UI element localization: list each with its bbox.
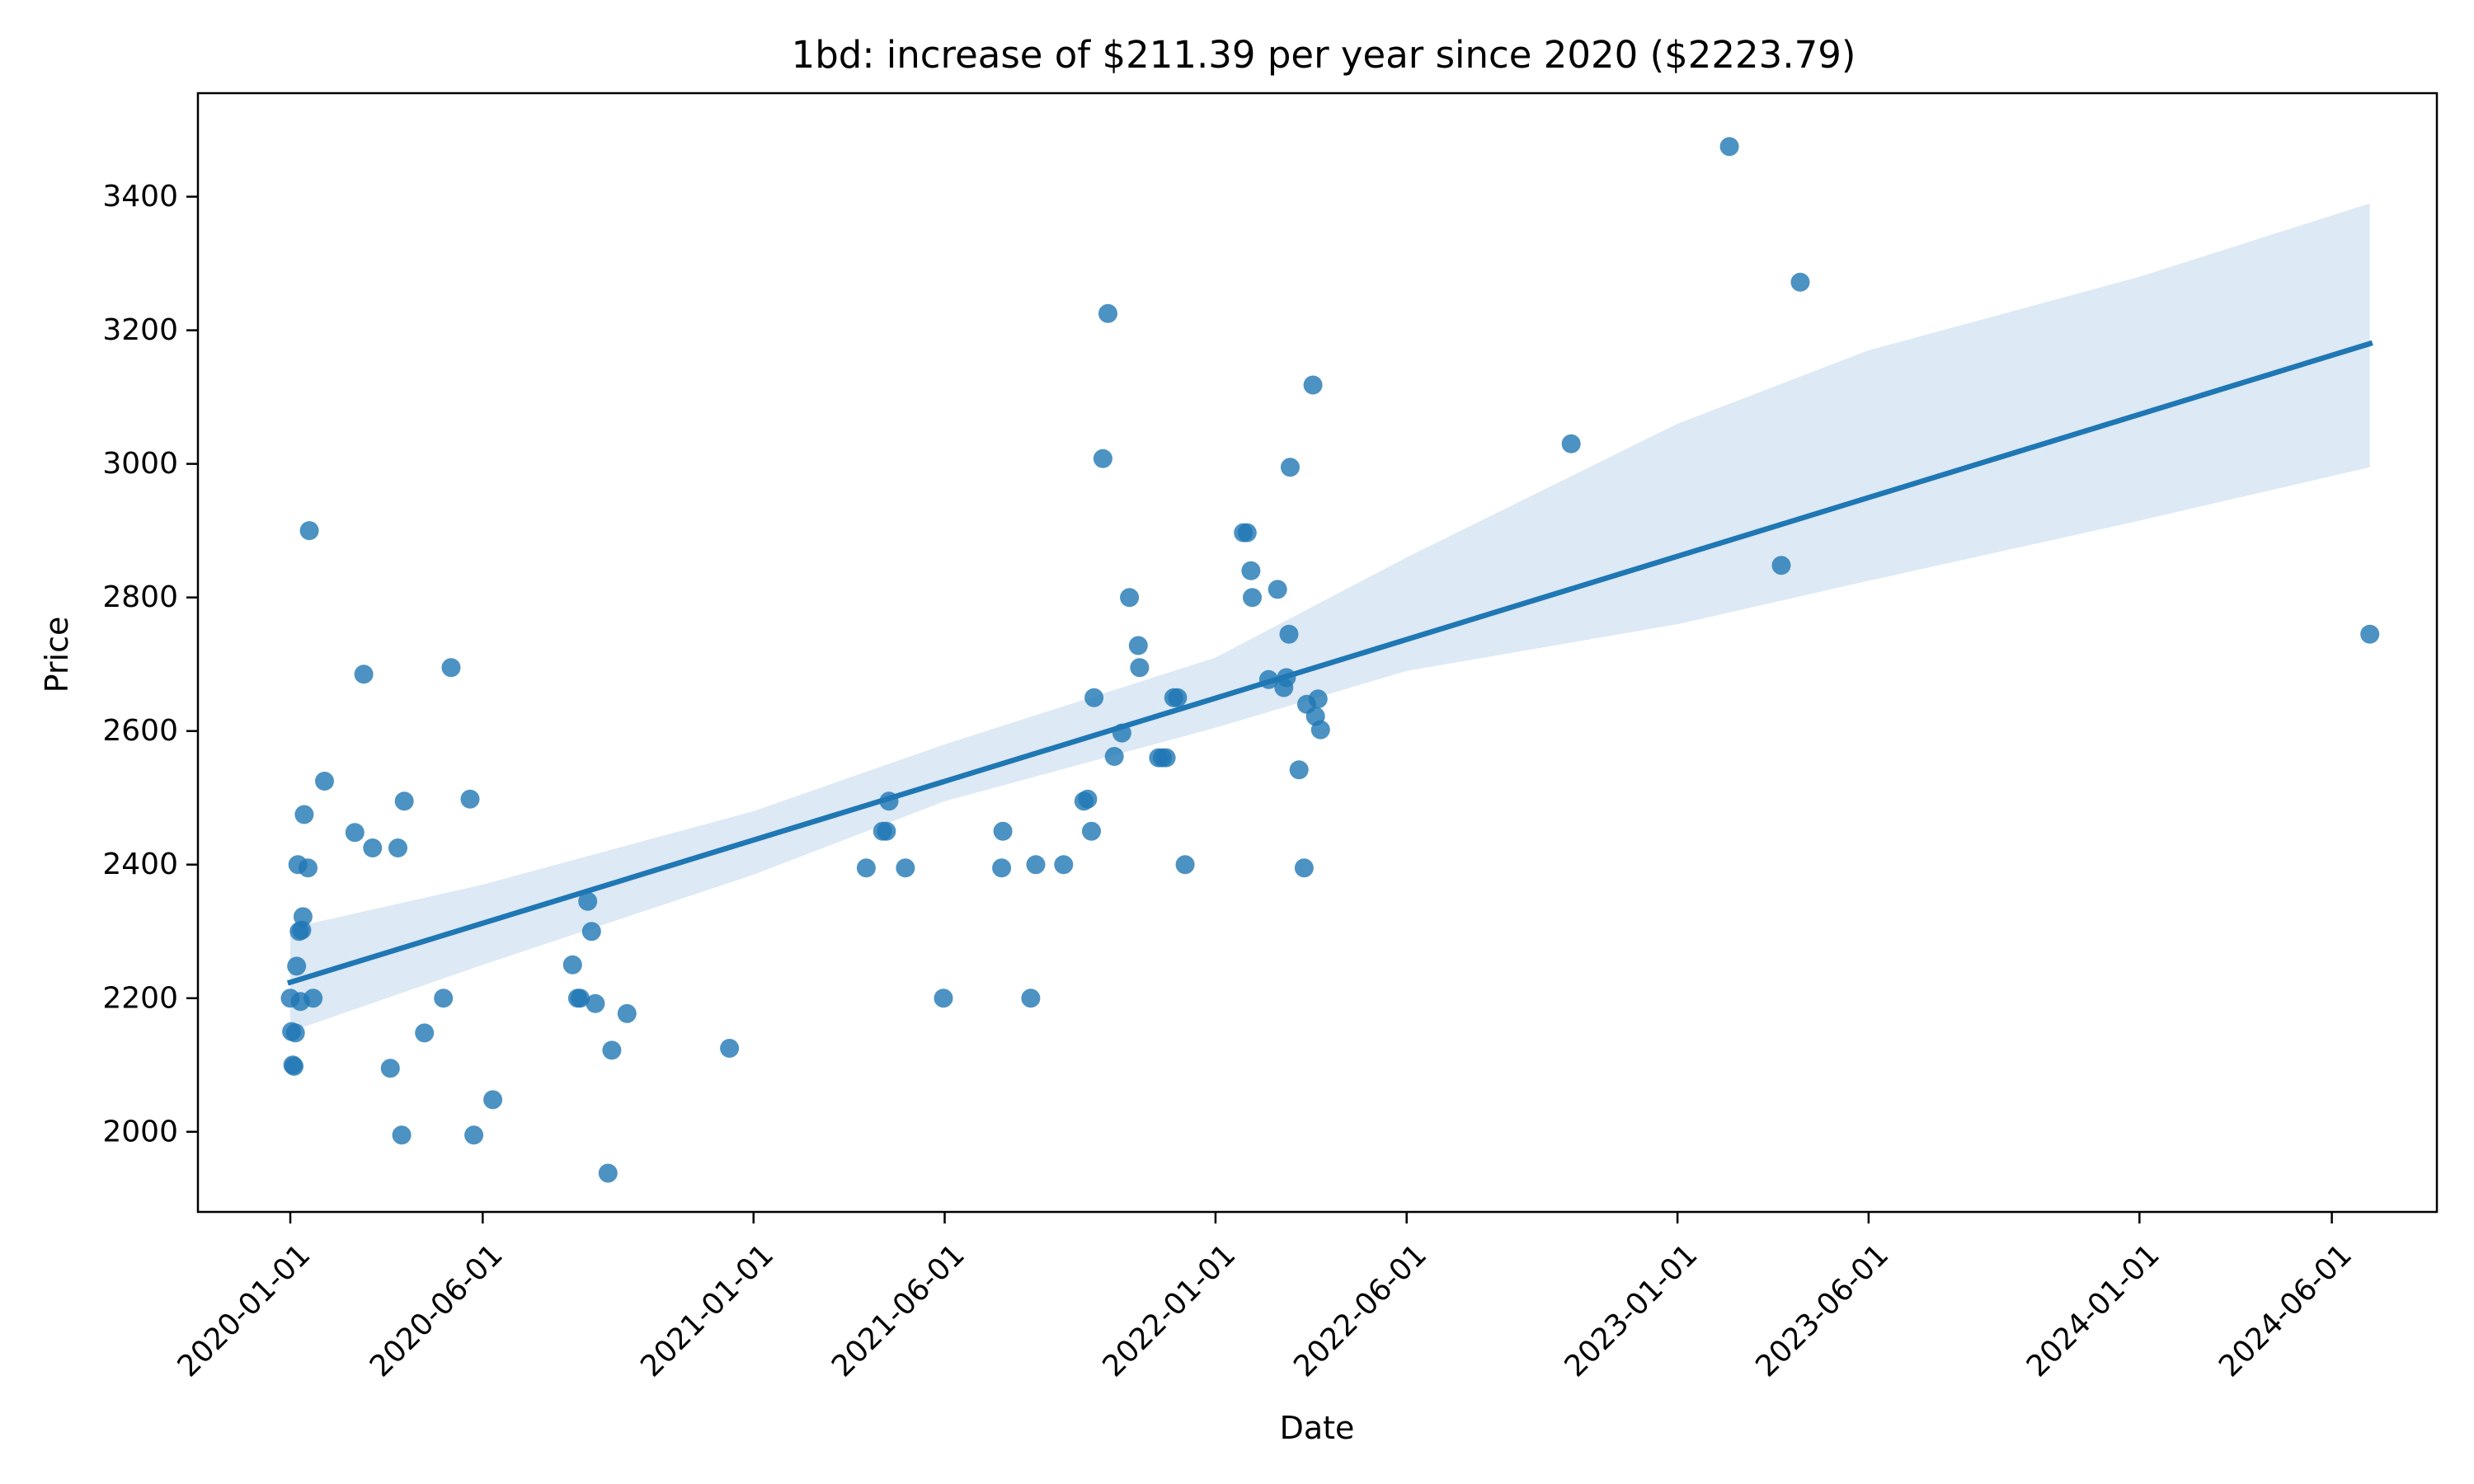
data-point xyxy=(1241,561,1261,580)
data-point xyxy=(1175,855,1195,875)
data-point xyxy=(1084,688,1104,707)
data-point xyxy=(363,838,383,857)
data-point xyxy=(345,823,365,843)
data-point xyxy=(460,789,480,809)
data-point xyxy=(1289,760,1309,780)
data-point xyxy=(879,791,899,811)
data-point xyxy=(856,858,876,878)
data-point xyxy=(299,521,319,541)
y-tick-label: 2800 xyxy=(102,580,178,614)
data-point xyxy=(2360,624,2380,644)
data-point xyxy=(1279,624,1299,644)
data-point xyxy=(1082,821,1101,841)
data-point xyxy=(1021,989,1041,1008)
data-point xyxy=(720,1039,740,1058)
data-point xyxy=(1281,458,1300,477)
data-point xyxy=(934,989,953,1008)
data-point xyxy=(1112,723,1131,743)
x-axis-label: Date xyxy=(1280,1410,1355,1446)
data-point xyxy=(586,993,605,1013)
data-point xyxy=(483,1090,503,1110)
data-point xyxy=(1168,688,1188,707)
data-point xyxy=(392,1125,412,1145)
data-point xyxy=(1561,434,1581,453)
data-point xyxy=(1156,748,1176,768)
data-point xyxy=(993,821,1013,841)
y-axis: 2000 2200 2400 2600 2800 3000 3200 3400 xyxy=(102,180,198,1148)
data-point xyxy=(1026,855,1046,875)
data-point xyxy=(1771,556,1791,575)
data-point xyxy=(1790,272,1810,292)
data-point xyxy=(354,665,374,684)
data-point xyxy=(1303,375,1323,395)
data-point xyxy=(1243,588,1262,608)
data-point xyxy=(441,658,461,678)
data-point xyxy=(1308,689,1328,709)
data-point xyxy=(602,1040,622,1060)
data-point xyxy=(1104,747,1124,766)
data-point xyxy=(877,821,896,841)
data-point xyxy=(1268,580,1287,599)
data-point xyxy=(598,1163,618,1183)
data-point xyxy=(581,922,601,942)
y-tick-label: 2400 xyxy=(102,848,178,881)
data-point xyxy=(285,1056,304,1076)
data-point xyxy=(394,791,414,811)
data-point xyxy=(578,891,598,911)
data-point xyxy=(294,805,314,824)
data-point xyxy=(434,989,454,1008)
data-point xyxy=(1120,588,1140,608)
data-point xyxy=(571,989,590,1008)
data-point xyxy=(1054,855,1074,875)
data-point xyxy=(1093,448,1112,468)
data-point xyxy=(1294,858,1314,878)
data-point xyxy=(464,1125,484,1145)
data-point xyxy=(1098,303,1117,323)
data-point xyxy=(1258,669,1278,689)
data-point xyxy=(1719,137,1739,157)
data-point xyxy=(315,772,334,791)
y-tick-label: 3400 xyxy=(102,180,178,214)
data-point xyxy=(896,858,915,878)
data-point xyxy=(1078,789,1098,809)
data-point xyxy=(1277,668,1296,688)
y-tick-label: 3200 xyxy=(102,313,178,347)
data-point xyxy=(562,955,582,974)
y-tick-label: 3000 xyxy=(102,447,178,481)
y-tick-label: 2600 xyxy=(102,714,178,748)
y-tick-label: 2000 xyxy=(102,1115,178,1148)
data-point xyxy=(287,956,307,976)
chart-title: 1bd: increase of $211.39 per year since … xyxy=(792,33,1856,77)
data-point xyxy=(1310,720,1330,740)
data-point xyxy=(303,989,323,1008)
data-point xyxy=(415,1023,435,1043)
data-point xyxy=(1237,523,1257,542)
data-point xyxy=(388,838,407,857)
data-point xyxy=(299,858,317,878)
data-point xyxy=(285,1023,305,1043)
y-tick-label: 2200 xyxy=(102,981,178,1015)
y-axis-label: Price xyxy=(39,617,75,693)
data-point xyxy=(992,858,1012,878)
regression-line xyxy=(286,340,2373,986)
data-point xyxy=(617,1003,637,1023)
plot-frame xyxy=(196,92,2439,1214)
data-point xyxy=(293,907,313,927)
data-point xyxy=(1130,658,1150,678)
data-point xyxy=(1128,636,1148,655)
data-point xyxy=(380,1059,400,1078)
